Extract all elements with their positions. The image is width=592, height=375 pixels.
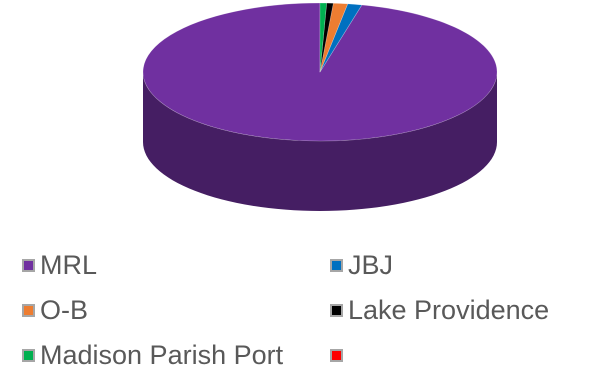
legend-label-madison-parish-port: Madison Parish Port: [40, 340, 284, 370]
legend-swatch-madison-parish-port: [22, 348, 35, 362]
legend-swatch-o-b: [22, 303, 35, 317]
legend-swatch-mrl: [22, 258, 35, 272]
legend-swatch-lake-providence: [330, 303, 343, 317]
legend-item-unnamed: [330, 340, 348, 370]
pie-slice-mrl: [142, 2, 498, 142]
legend-label-o-b: O-B: [40, 295, 89, 325]
legend-item-lake-providence: Lake Providence: [330, 295, 549, 325]
pie-side-mrl: [143, 72, 497, 211]
legend-item-o-b: O-B: [22, 295, 88, 325]
legend-item-jbj: JBJ: [330, 250, 393, 280]
pie-slice-o-b: [319, 2, 349, 73]
legend-label-lake-providence: Lake Providence: [348, 295, 550, 325]
legend-swatch-unnamed: [330, 348, 343, 362]
legend-item-mrl: MRL: [22, 250, 97, 280]
pie-slice-lake-providence: [319, 2, 334, 73]
pie-slice-jbj: [319, 3, 363, 73]
legend-swatch-jbj: [330, 258, 343, 272]
legend-label-mrl: MRL: [40, 250, 98, 280]
legend-label-jbj: JBJ: [348, 250, 394, 280]
legend-item-madison-parish-port: Madison Parish Port: [22, 340, 283, 370]
pie-chart-plot: [142, 2, 498, 211]
pie-slice-madison-parish-port: [319, 2, 328, 73]
